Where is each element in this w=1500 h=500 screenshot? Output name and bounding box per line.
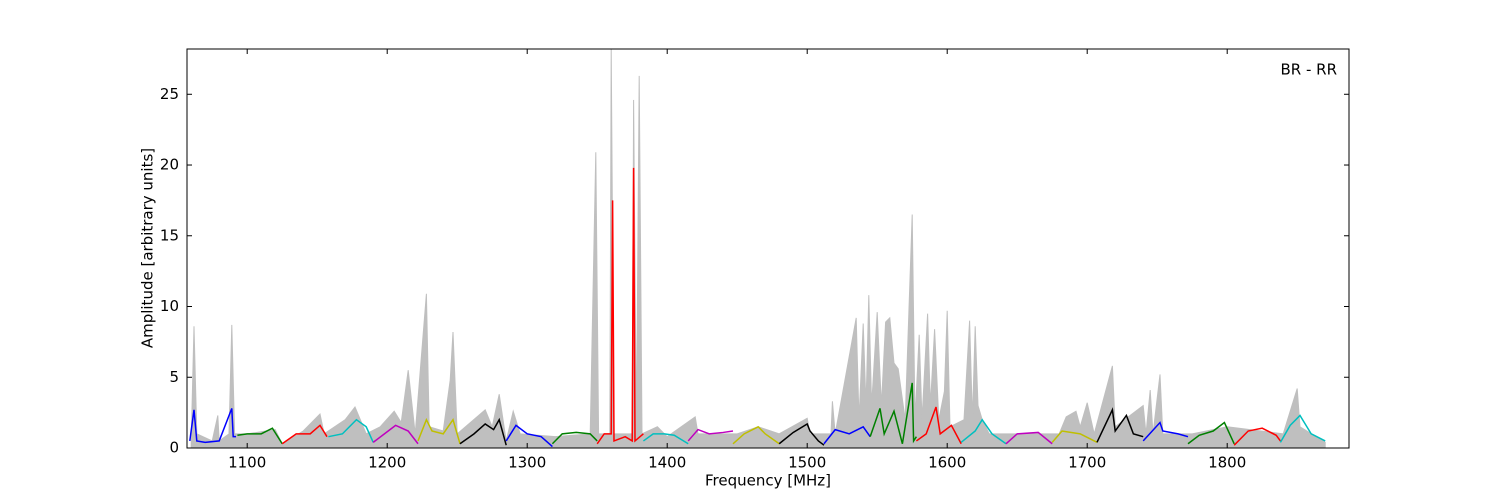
plot-frame (186, 48, 1350, 449)
subband-line (687, 428, 734, 442)
annotation: BR - RR (1280, 61, 1337, 79)
subband-line (732, 425, 780, 445)
subband-line (1051, 430, 1098, 444)
y-axis-label: Amplitude [arbitrary units] (139, 148, 157, 348)
x-tick-label: 1800 (1208, 454, 1246, 472)
plot-area (189, 49, 1326, 448)
subband-line (417, 417, 461, 444)
y-tick-label: 10 (160, 297, 179, 315)
x-axis-label: Frequency [MHz] (705, 472, 831, 490)
subband-line (189, 408, 236, 444)
subband-line (372, 424, 419, 445)
subband-line (778, 422, 825, 446)
x-tick-label: 1500 (788, 454, 826, 472)
y-tick-label: 5 (169, 368, 179, 386)
subband-line (237, 427, 283, 445)
subband-line (823, 425, 871, 445)
y-tick-label: 0 (169, 439, 179, 457)
x-tick-label: 1100 (228, 454, 266, 472)
subband-line (328, 418, 374, 443)
subband-line (1096, 407, 1144, 443)
y-tick-label: 20 (160, 156, 179, 174)
subband-line (1005, 431, 1053, 445)
subband-line (915, 406, 962, 445)
subband-line (505, 424, 553, 448)
subband-line (960, 418, 1007, 445)
subband-line (1233, 427, 1282, 446)
x-tick-label: 1300 (508, 454, 546, 472)
x-tick-label: 1400 (648, 454, 686, 472)
y-tick-label: 15 (160, 226, 179, 244)
x-tick-label: 1200 (368, 454, 406, 472)
x-tick-label: 1600 (928, 454, 966, 472)
subband-line (596, 167, 644, 445)
subband-line (459, 417, 507, 446)
subband-line (551, 431, 598, 445)
spectrum-area (190, 49, 1326, 448)
subband-line (281, 424, 328, 445)
subband-line (642, 433, 689, 445)
y-tick-label: 25 (160, 85, 179, 103)
subband-line (869, 382, 918, 444)
subband-line (1279, 414, 1326, 443)
x-tick-label: 1700 (1068, 454, 1106, 472)
subband-line (1187, 421, 1235, 445)
subband-line (1142, 421, 1189, 442)
